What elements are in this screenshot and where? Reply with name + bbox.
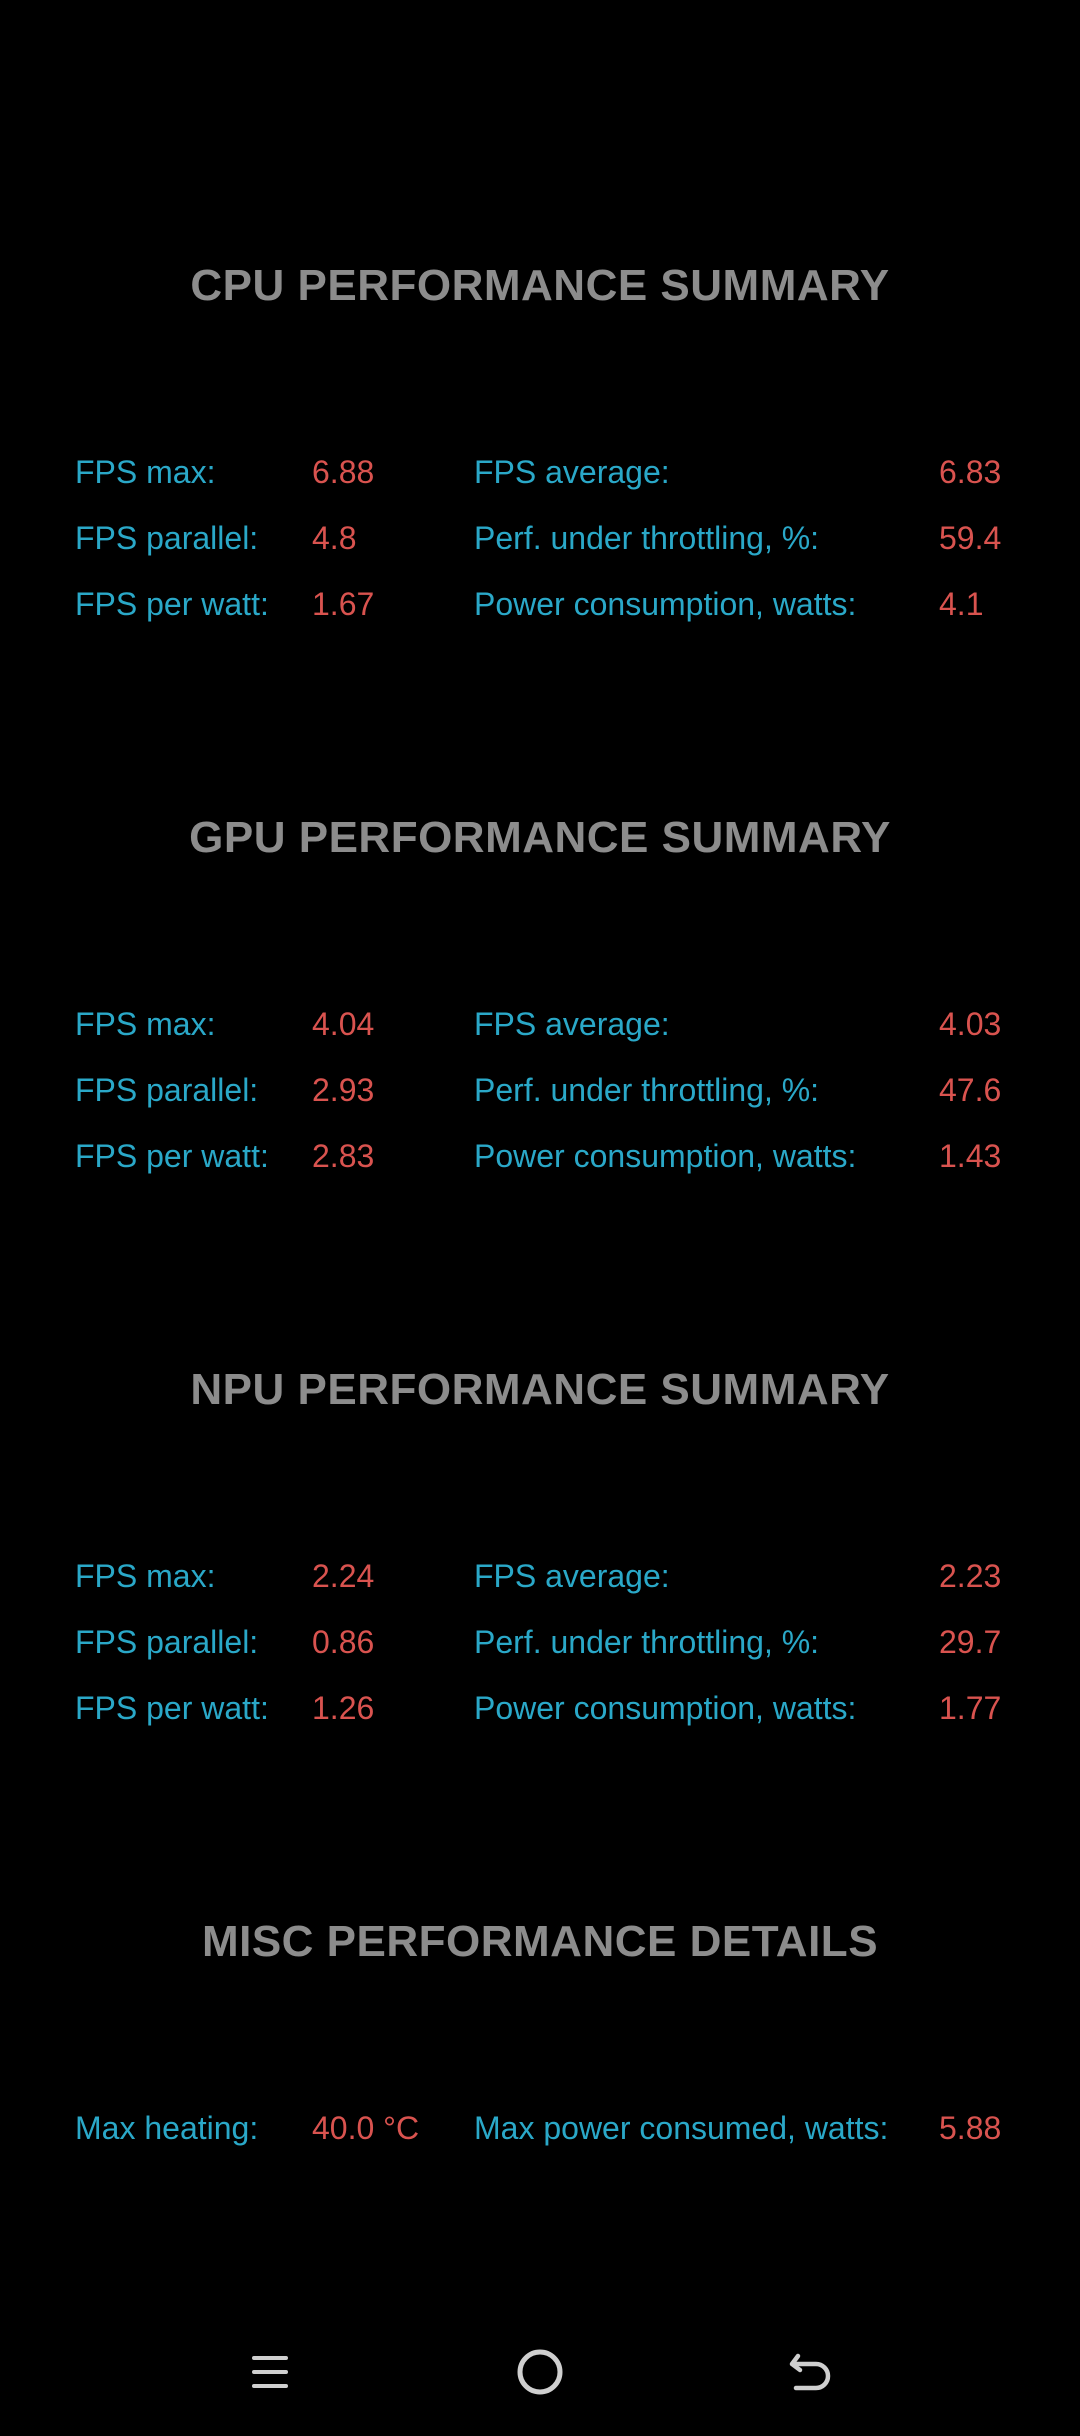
cpu-fps-max-label: FPS max:: [75, 454, 216, 490]
home-icon: [517, 2349, 563, 2395]
npu-power-label: Power consumption, watts:: [474, 1690, 857, 1726]
gpu-power-value: 1.43: [939, 1138, 1002, 1174]
misc-section-title: MISC PERFORMANCE DETAILS: [201, 1917, 879, 1966]
gpu-throttling-label: Perf. under throttling, %:: [474, 1072, 820, 1108]
max-heating-label: Max heating:: [75, 2110, 259, 2146]
navigation-bar: [0, 2300, 1080, 2436]
cpu-fps-max-value: 6.88: [312, 454, 375, 490]
gpu-power-label: Power consumption, watts:: [474, 1138, 857, 1174]
npu-fps-per-watt-value: 1.26: [312, 1690, 375, 1726]
gpu-throttling-value: 47.6: [939, 1072, 1002, 1108]
npu-throttling-label: Perf. under throttling, %:: [474, 1624, 820, 1660]
gpu-fps-per-watt-value: 2.83: [312, 1138, 375, 1174]
menu-button[interactable]: [230, 2332, 310, 2412]
back-icon: [789, 2353, 831, 2391]
gpu-fps-max-label: FPS max:: [75, 1006, 216, 1042]
cpu-fps-parallel-value: 4.8: [312, 520, 357, 556]
cpu-section-title: CPU PERFORMANCE SUMMARY: [190, 261, 890, 310]
cpu-throttling-label: Perf. under throttling, %:: [474, 520, 820, 556]
gpu-fps-average-label: FPS average:: [474, 1006, 670, 1042]
cpu-power-value: 4.1: [939, 586, 984, 622]
gpu-fps-parallel-label: FPS parallel:: [75, 1072, 259, 1108]
cpu-fps-per-watt-value: 1.67: [312, 586, 375, 622]
gpu-fps-parallel-value: 2.93: [312, 1072, 375, 1108]
cpu-fps-parallel-label: FPS parallel:: [75, 520, 259, 556]
home-button[interactable]: [500, 2332, 580, 2412]
cpu-fps-average-label: FPS average:: [474, 454, 670, 490]
npu-fps-max-label: FPS max:: [75, 1558, 216, 1594]
npu-power-value: 1.77: [939, 1690, 1002, 1726]
npu-fps-average-value: 2.23: [939, 1558, 1002, 1594]
gpu-fps-max-value: 4.04: [312, 1006, 375, 1042]
max-power-consumed-label: Max power consumed, watts:: [474, 2110, 889, 2146]
npu-fps-max-value: 2.24: [312, 1558, 375, 1594]
gpu-fps-per-watt-label: FPS per watt:: [75, 1138, 269, 1174]
back-button[interactable]: [770, 2332, 850, 2412]
npu-fps-parallel-label: FPS parallel:: [75, 1624, 259, 1660]
gpu-section-title: GPU PERFORMANCE SUMMARY: [189, 813, 891, 862]
max-power-consumed-value: 5.88: [939, 2110, 1002, 2146]
npu-throttling-value: 29.7: [939, 1624, 1002, 1660]
cpu-throttling-value: 59.4: [939, 520, 1002, 556]
max-heating-value: 40.0 °C: [312, 2110, 420, 2146]
menu-icon: [252, 2356, 288, 2388]
npu-section-title: NPU PERFORMANCE SUMMARY: [190, 1365, 890, 1414]
cpu-fps-per-watt-label: FPS per watt:: [75, 586, 269, 622]
cpu-power-label: Power consumption, watts:: [474, 586, 857, 622]
gpu-fps-average-value: 4.03: [939, 1006, 1002, 1042]
cpu-fps-average-value: 6.83: [939, 454, 1002, 490]
npu-fps-per-watt-label: FPS per watt:: [75, 1690, 269, 1726]
npu-fps-parallel-value: 0.86: [312, 1624, 375, 1660]
npu-fps-average-label: FPS average:: [474, 1558, 670, 1594]
